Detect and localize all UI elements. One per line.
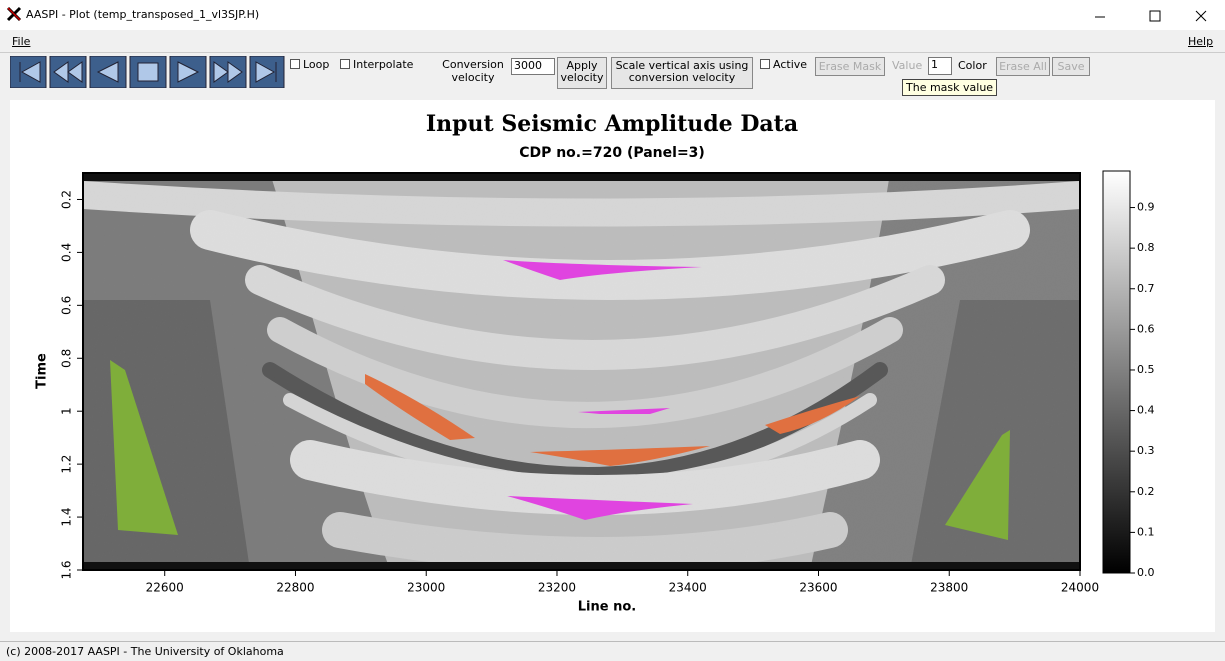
title-bar: AASPI - Plot (temp_transposed_1_vl3SJP.H… (0, 0, 1225, 30)
status-text: (c) 2008-2017 AASPI - The University of … (6, 645, 284, 658)
x-tick-label: 23000 (407, 581, 445, 595)
menu-bar: File Help (0, 32, 1225, 53)
menu-file[interactable]: File (12, 35, 30, 48)
colorbar-tick-label: 0.2 (1137, 485, 1155, 498)
y-tick-label: 0.2 (60, 190, 74, 209)
save-button[interactable]: Save (1052, 57, 1090, 76)
y-tick-label: 1.2 (60, 455, 74, 474)
x-tick-label: 24000 (1061, 581, 1099, 595)
value-label: Value (892, 59, 922, 72)
menu-help[interactable]: Help (1188, 35, 1213, 48)
x-axis-label: Line no. (578, 600, 636, 615)
colorbar-tick-label: 0.4 (1137, 404, 1155, 417)
apply-button[interactable]: Apply velocity (557, 57, 607, 89)
erase-mask-button[interactable]: Erase Mask (815, 57, 885, 76)
color-label: Color (958, 59, 987, 72)
plot-panel: Input Seismic Amplitude Data CDP no.=720… (10, 100, 1215, 632)
x-tick-label: 23600 (799, 581, 837, 595)
scale-button[interactable]: Scale vertical axis using conversion vel… (611, 57, 753, 89)
x-tick-label: 22800 (276, 581, 314, 595)
colorbar-tick-label: 0.1 (1137, 525, 1155, 538)
y-tick-label: 1.6 (60, 560, 74, 579)
x-tick-label: 23800 (930, 581, 968, 595)
erase-all-button[interactable]: Erase All (996, 57, 1050, 76)
colorbar-tick-label: 0.7 (1137, 282, 1155, 295)
y-tick-label: 0.4 (60, 243, 74, 262)
playback-buttons[interactable] (10, 56, 285, 88)
colorbar-tick-label: 0.0 (1137, 566, 1155, 579)
y-tick-label: 1 (60, 407, 74, 415)
app-window: AASPI - Plot (temp_transposed_1_vl3SJP.H… (0, 0, 1225, 660)
velocity-input[interactable]: 3000 (511, 58, 555, 75)
app-icon (6, 6, 22, 22)
y-axis-label: Time (35, 353, 50, 389)
loop-checkbox[interactable]: Loop (290, 58, 329, 71)
colorbar (1103, 171, 1130, 573)
plot-subtitle: CDP no.=720 (Panel=3) (519, 145, 705, 161)
y-tick-label: 0.8 (60, 349, 74, 368)
x-tick-label: 23400 (669, 581, 707, 595)
colorbar-tick-label: 0.5 (1137, 363, 1155, 376)
colorbar-tick-label: 0.8 (1137, 241, 1155, 254)
colorbar-tick-label: 0.9 (1137, 201, 1155, 214)
colorbar-tick-label: 0.6 (1137, 322, 1155, 335)
y-tick-label: 1.4 (60, 508, 74, 527)
colorbar-tick-label: 0.3 (1137, 444, 1155, 457)
value-input[interactable]: 1 (928, 57, 952, 75)
window-controls[interactable] (1090, 6, 1220, 26)
x-tick-label: 22600 (146, 581, 184, 595)
seismic-image (83, 173, 1080, 570)
plot: Input Seismic Amplitude Data CDP no.=720… (10, 100, 1215, 632)
status-bar: (c) 2008-2017 AASPI - The University of … (0, 641, 1225, 661)
toolbar: Loop Interpolate Conversion velocity 300… (0, 54, 1225, 96)
conversion-label: Conversion velocity (438, 58, 508, 84)
tooltip: The mask value (902, 79, 997, 96)
x-tick-label: 23200 (538, 581, 576, 595)
y-tick-label: 0.6 (60, 296, 74, 315)
window-title: AASPI - Plot (temp_transposed_1_vl3SJP.H… (26, 8, 259, 21)
plot-title: Input Seismic Amplitude Data (426, 111, 798, 137)
active-checkbox[interactable]: Active (760, 58, 807, 71)
interpolate-checkbox[interactable]: Interpolate (340, 58, 413, 71)
